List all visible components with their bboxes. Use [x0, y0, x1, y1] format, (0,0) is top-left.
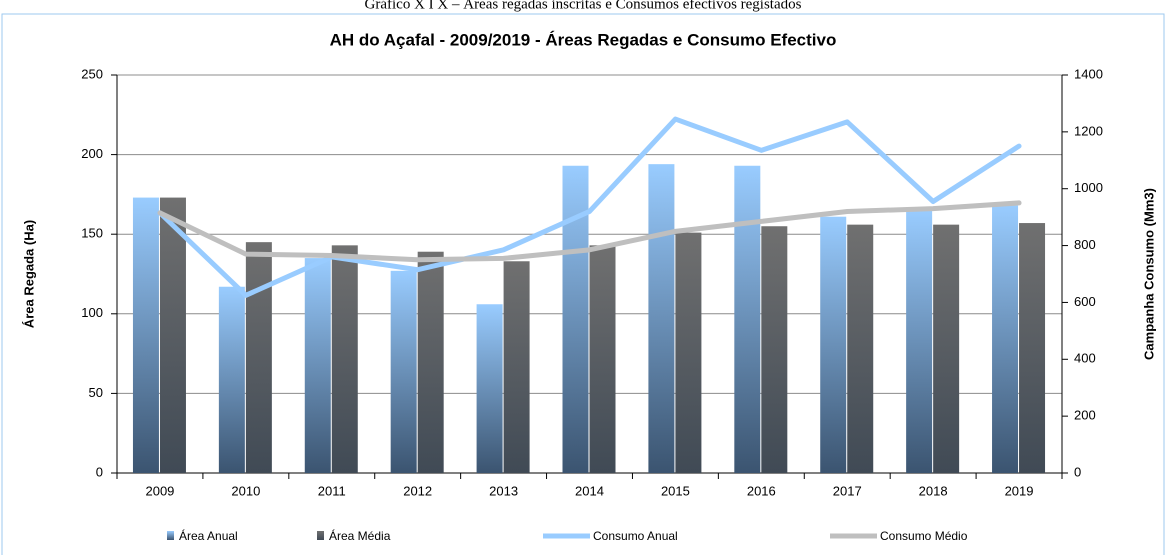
y-axis-label: Área Regada (Ha): [21, 220, 36, 328]
bar: [245, 242, 272, 473]
line: [157, 116, 1022, 298]
bar: [132, 197, 159, 474]
x-tick-label: 2009: [145, 483, 174, 498]
y-tick-label: 50: [89, 385, 103, 400]
x-tick-label: 2010: [231, 483, 260, 498]
legend-swatch: [317, 531, 324, 540]
x-tick-label: 2013: [489, 483, 518, 498]
bar: [847, 224, 874, 473]
bar: [1019, 223, 1046, 473]
x-tick-label: 2015: [661, 483, 690, 498]
bar: [675, 232, 702, 473]
bar: [589, 245, 616, 473]
x-tick-label: 2014: [575, 483, 604, 498]
bar: [933, 224, 960, 473]
y-tick-label: 200: [81, 146, 103, 161]
y2-axis-label: Campanha Consumo (Mm3): [1141, 188, 1156, 360]
y2-tick-label: 1000: [1074, 180, 1103, 195]
bar: [648, 164, 675, 474]
legend-label: Área Média: [329, 528, 391, 543]
bar: [906, 210, 933, 473]
legend-label: Consumo Anual: [593, 529, 678, 543]
y-tick-label: 0: [96, 464, 103, 479]
legend-swatch: [167, 531, 174, 540]
y2-tick-label: 400: [1074, 351, 1096, 366]
bar: [992, 205, 1019, 473]
x-tick-label: 2012: [403, 483, 432, 498]
y2-tick-label: 800: [1074, 237, 1096, 252]
y-tick-label: 250: [81, 66, 103, 81]
bar: [503, 261, 530, 473]
y-tick-label: 100: [81, 305, 103, 320]
line: [157, 200, 1022, 263]
y2-tick-label: 600: [1074, 294, 1096, 309]
frame: [1, 13, 1165, 555]
bar: [304, 258, 331, 473]
legend-label: Área Anual: [179, 528, 238, 543]
x-tick-label: 2018: [919, 483, 948, 498]
bar: [761, 226, 788, 473]
bar: [417, 251, 444, 473]
legend-label: Consumo Médio: [880, 529, 968, 543]
bar: [159, 197, 186, 474]
y2-tick-label: 200: [1074, 408, 1096, 423]
x-tick-label: 2011: [318, 483, 346, 498]
x-tick-label: 2019: [1005, 483, 1034, 498]
bar: [331, 245, 358, 473]
chart-title: AH do Açafal - 2009/2019 - Áreas Regadas…: [330, 30, 837, 49]
y2-tick-label: 1400: [1074, 66, 1103, 81]
bar: [476, 304, 503, 473]
bar: [390, 270, 417, 473]
x-tick-label: 2017: [833, 483, 862, 498]
bar: [820, 216, 847, 474]
caption: Gráfico X I X – Áreas regadas inscritas …: [365, 0, 802, 12]
y2-tick-label: 0: [1074, 464, 1081, 479]
y2-tick-label: 1200: [1074, 123, 1103, 138]
y-tick-label: 150: [81, 226, 103, 241]
x-tick-label: 2016: [747, 483, 776, 498]
bar: [734, 165, 761, 473]
bar: [218, 286, 245, 473]
